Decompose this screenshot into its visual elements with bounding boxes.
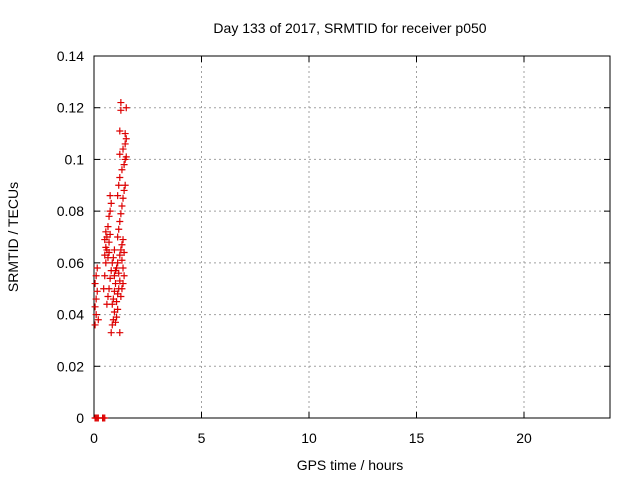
data-point [108, 300, 116, 308]
x-axis: 0 5 10 15 20 [90, 56, 532, 446]
x-axis-label: GPS time / hours [297, 457, 404, 473]
data-point [117, 210, 125, 218]
data-point [104, 292, 112, 300]
data-point [109, 254, 117, 262]
x-tick-label: 10 [301, 430, 317, 446]
data-point [115, 225, 123, 233]
y-axis-label: SRMTID / TECUs [5, 182, 21, 292]
data-point [106, 230, 114, 238]
data-point [115, 181, 123, 189]
data-points [91, 99, 130, 422]
y-axis: 0 0.02 0.04 0.06 0.08 0.1 0.12 0.14 [57, 48, 610, 426]
x-tick-label: 0 [90, 430, 98, 446]
data-point [101, 414, 109, 422]
data-point [92, 311, 100, 319]
data-point [105, 238, 113, 246]
data-point [120, 249, 128, 257]
data-point [113, 298, 121, 306]
y-tick-label: 0.1 [65, 151, 85, 167]
grid [94, 56, 610, 418]
data-point [105, 212, 113, 220]
data-point [93, 287, 101, 295]
data-point [107, 199, 115, 207]
data-point [112, 280, 119, 288]
data-point [105, 249, 113, 257]
data-point [116, 127, 124, 135]
data-point [122, 104, 130, 112]
data-point [117, 292, 125, 300]
data-point [119, 264, 127, 272]
x-tick-label: 5 [198, 430, 206, 446]
data-point [102, 228, 110, 236]
data-point [119, 145, 127, 153]
data-point [121, 140, 129, 148]
data-point [116, 174, 124, 182]
data-point [114, 192, 122, 200]
data-point [122, 135, 130, 143]
data-point [91, 303, 99, 311]
data-point [121, 181, 129, 189]
y-tick-label: 0 [76, 410, 84, 426]
data-point [107, 329, 115, 337]
data-point [120, 272, 128, 280]
data-point [93, 264, 101, 272]
data-point [101, 272, 109, 280]
data-point [102, 259, 110, 267]
y-tick-label: 0.08 [57, 203, 84, 219]
data-point [92, 272, 100, 280]
y-tick-label: 0.02 [57, 358, 84, 374]
y-tick-label: 0.06 [57, 255, 84, 271]
data-point [114, 305, 122, 313]
data-point [120, 186, 128, 194]
data-point [113, 264, 121, 272]
plot-frame [93, 55, 611, 419]
data-point [121, 130, 129, 138]
data-point [91, 280, 99, 288]
data-point [106, 274, 114, 282]
data-point [117, 106, 125, 114]
data-point [110, 272, 118, 280]
data-point [113, 313, 121, 321]
data-point [94, 316, 102, 324]
data-point [119, 194, 127, 202]
data-point [112, 318, 119, 326]
data-point [119, 280, 127, 288]
data-point [106, 207, 114, 215]
data-point [106, 192, 114, 200]
y-tick-label: 0.14 [57, 48, 84, 64]
data-point [114, 259, 122, 267]
data-point [116, 251, 124, 259]
data-point [116, 217, 124, 225]
data-point [118, 256, 126, 264]
x-tick-label: 20 [516, 430, 532, 446]
data-point [116, 329, 124, 337]
data-point [92, 295, 100, 303]
data-point [110, 246, 118, 254]
x-tick-label: 15 [409, 430, 425, 446]
data-point [119, 236, 127, 244]
data-point [104, 223, 112, 231]
data-point [114, 233, 122, 241]
y-tick-label: 0.04 [57, 307, 84, 323]
y-tick-label: 0.12 [57, 100, 84, 116]
data-point [91, 321, 99, 329]
data-point [117, 99, 125, 107]
data-point [122, 153, 130, 161]
data-point [118, 202, 126, 210]
data-point [118, 166, 126, 174]
data-point [118, 241, 126, 249]
data-point [116, 150, 124, 158]
data-point [118, 285, 126, 293]
data-point [120, 161, 128, 169]
chart-title: Day 133 of 2017, SRMTID for receiver p05… [213, 20, 486, 36]
data-point [105, 285, 113, 293]
